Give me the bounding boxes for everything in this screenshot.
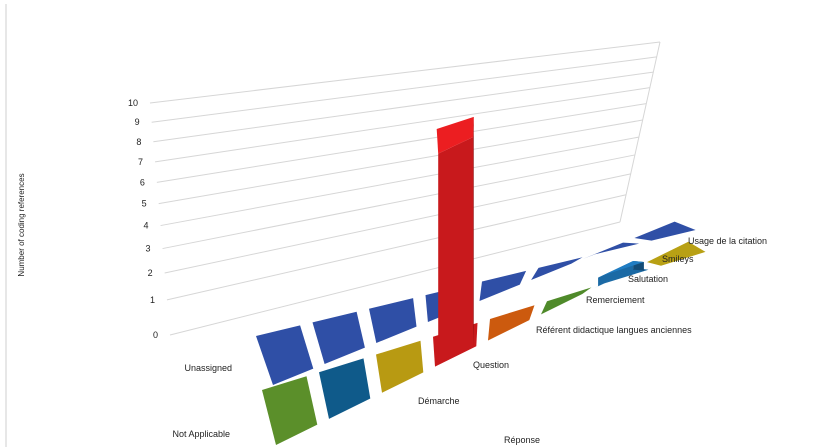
- tiles: [256, 221, 706, 445]
- y-axis-title: Number of coding references: [17, 173, 26, 276]
- bar: [438, 137, 474, 363]
- y-tick-label: 9: [135, 117, 140, 127]
- floor-tile: [256, 325, 314, 385]
- y-tick-label: 8: [136, 137, 141, 147]
- gridline: [153, 71, 654, 143]
- floor-tile: [541, 287, 592, 315]
- y-tick-label: 4: [144, 221, 149, 231]
- y-tick-label: 0: [153, 330, 158, 340]
- floor-tile: [312, 311, 365, 364]
- gridline: [151, 56, 657, 123]
- y-tick-label: 2: [148, 268, 153, 278]
- bar-side: [473, 116, 474, 347]
- floor-tile: [369, 298, 417, 343]
- category-label: Remerciement: [586, 295, 645, 305]
- bar-top: [436, 116, 474, 154]
- gridline: [169, 221, 621, 336]
- gridline: [164, 173, 631, 274]
- floor-tile: [319, 358, 371, 419]
- gridline: [154, 87, 650, 163]
- gridline: [160, 136, 639, 227]
- row-label: Unassigned: [184, 363, 232, 373]
- x-axis-title: Réponse: [504, 435, 540, 445]
- floor-tile: [634, 221, 696, 241]
- gridline: [158, 119, 643, 205]
- category-label: Question: [473, 360, 509, 370]
- floor-tile: [594, 267, 649, 289]
- floor-tile: [479, 270, 527, 301]
- y-tick-label: 5: [142, 199, 147, 209]
- y-tick-label: 6: [140, 177, 145, 187]
- y-ticks: 0 1 2 3 4 5 6 7 8 9 10: [128, 98, 158, 340]
- floor-tile: [262, 376, 318, 445]
- gridline: [149, 41, 661, 104]
- category-label: Smileys: [662, 254, 694, 264]
- gridline: [166, 194, 627, 301]
- category-label: Usage de la citation: [688, 236, 767, 246]
- gridline: [162, 154, 636, 250]
- category-label: Démarche: [418, 396, 460, 406]
- category-label: Salutation: [628, 274, 668, 284]
- floor-tile: [647, 241, 706, 266]
- y-tick-label: 7: [138, 157, 143, 167]
- bar-top: [598, 261, 644, 278]
- y-tick-label: 1: [150, 295, 155, 305]
- category-label: Référent didactique langues anciennes: [536, 325, 692, 335]
- row-label: Not Applicable: [172, 429, 230, 439]
- bars: [436, 116, 644, 363]
- category-labels: Démarche Question Référent didactique lang…: [172, 236, 767, 439]
- gridline: [156, 103, 647, 183]
- y-tick-label: 10: [128, 98, 138, 108]
- floor-tile: [376, 340, 424, 393]
- wall-edge: [619, 41, 661, 223]
- floor-tile: [531, 257, 583, 280]
- floor-tile: [488, 305, 535, 341]
- grid: [5, 4, 661, 447]
- y-tick-label: 3: [146, 244, 151, 254]
- floor-tile: [582, 242, 640, 259]
